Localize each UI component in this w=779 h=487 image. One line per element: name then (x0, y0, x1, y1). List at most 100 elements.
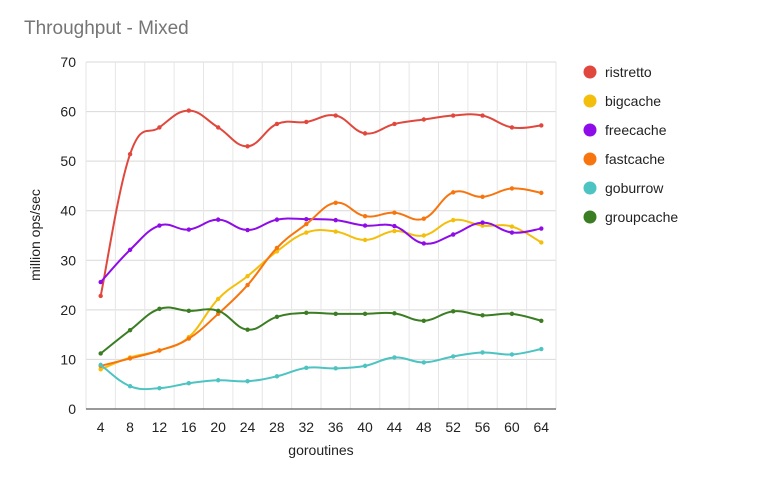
x-tick-label: 32 (299, 419, 315, 435)
series-ristretto (98, 108, 544, 299)
data-point-groupcache (157, 306, 162, 312)
x-tick-label: 60 (504, 419, 520, 435)
y-tick-label: 10 (60, 351, 76, 367)
data-point-goburrow (245, 379, 250, 384)
data-point-goburrow (186, 381, 192, 386)
data-point-fastcache (362, 213, 368, 219)
data-point-groupcache (274, 314, 280, 319)
data-point-groupcache (215, 308, 221, 314)
x-tick-label: 12 (152, 419, 168, 435)
series-groupcache (98, 306, 544, 356)
data-point-fastcache (304, 221, 309, 227)
data-point-ristretto (421, 117, 427, 122)
series-goburrow (98, 346, 544, 391)
data-point-bigcache (362, 237, 368, 243)
data-point-freecache (362, 223, 368, 228)
legend-label: ristretto (605, 64, 652, 80)
data-point-bigcache (421, 233, 427, 238)
data-point-ristretto (215, 125, 221, 130)
legend-marker (583, 210, 597, 224)
x-tick-label: 56 (475, 419, 491, 435)
data-point-fastcache (421, 216, 427, 221)
y-tick-label: 60 (60, 104, 76, 120)
legend-label: goburrow (605, 180, 664, 196)
x-tick-label: 40 (357, 419, 373, 435)
chart-title: Throughput - Mixed (24, 18, 189, 39)
data-point-fastcache (333, 200, 338, 205)
y-tick-label: 50 (60, 153, 76, 169)
data-point-bigcache (333, 229, 338, 234)
data-point-ristretto (480, 113, 485, 118)
y-tick-label: 0 (68, 401, 76, 417)
data-point-freecache (450, 232, 456, 237)
data-point-freecache (186, 227, 192, 232)
y-tick-label: 70 (60, 54, 76, 70)
y-tick-label: 20 (60, 302, 76, 318)
legend-item-goburrow: goburrow (583, 180, 664, 196)
legend-label: freecache (605, 122, 667, 138)
series-freecache (98, 216, 544, 285)
series-line-goburrow (100, 348, 542, 391)
data-point-ristretto (304, 119, 309, 125)
legend-item-bigcache: bigcache (583, 93, 661, 109)
data-point-ristretto (362, 131, 368, 136)
data-point-bigcache (539, 240, 544, 245)
legend-label: groupcache (605, 209, 678, 225)
data-point-fastcache (392, 210, 397, 215)
data-point-freecache (392, 223, 397, 229)
data-point-fastcache (245, 282, 250, 288)
data-point-bigcache (98, 367, 103, 372)
series-fastcache (98, 186, 544, 369)
data-point-bigcache (450, 217, 456, 223)
data-point-groupcache (127, 327, 133, 333)
y-tick-label: 40 (60, 203, 76, 219)
data-point-fastcache (509, 186, 515, 191)
legend-item-ristretto: ristretto (583, 64, 652, 80)
legend-marker (583, 152, 597, 166)
x-tick-label: 28 (269, 419, 285, 435)
data-point-goburrow (333, 366, 338, 371)
data-point-goburrow (450, 354, 456, 359)
y-axis-label: million ops/sec (27, 189, 43, 281)
data-point-ristretto (98, 293, 103, 299)
legend-item-freecache: freecache (583, 122, 667, 138)
legend-item-groupcache: groupcache (583, 209, 678, 225)
data-point-ristretto (245, 144, 250, 149)
data-point-freecache (304, 216, 309, 222)
data-point-fastcache (450, 190, 456, 195)
data-point-goburrow (421, 360, 427, 365)
legend-marker (583, 181, 597, 195)
data-point-freecache (421, 241, 427, 246)
data-point-goburrow (215, 378, 221, 383)
data-point-bigcache (245, 273, 250, 279)
data-point-groupcache (392, 311, 397, 316)
legend-marker (583, 94, 597, 108)
data-point-ristretto (509, 125, 515, 130)
data-point-groupcache (362, 311, 368, 317)
data-point-fastcache (274, 245, 280, 251)
data-point-bigcache (392, 228, 397, 234)
data-point-ristretto (450, 113, 456, 118)
x-tick-label: 52 (445, 419, 461, 435)
data-point-fastcache (127, 356, 133, 361)
series-lines (98, 108, 544, 391)
x-tick-label: 20 (210, 419, 226, 435)
y-tick-label: 30 (60, 252, 76, 268)
x-tick-label: 44 (387, 419, 403, 435)
x-tick-label: 36 (328, 419, 344, 435)
legend-item-fastcache: fastcache (583, 151, 665, 167)
data-point-ristretto (274, 121, 280, 127)
data-point-freecache (509, 230, 515, 235)
data-point-goburrow (304, 365, 309, 371)
data-point-freecache (98, 279, 103, 285)
data-point-fastcache (157, 348, 162, 353)
data-point-freecache (215, 217, 221, 222)
grid (85, 61, 557, 409)
data-point-groupcache (98, 351, 103, 356)
data-point-bigcache (215, 296, 221, 302)
data-point-groupcache (304, 310, 309, 316)
x-tick-label: 4 (97, 419, 105, 435)
data-point-groupcache (480, 313, 485, 318)
